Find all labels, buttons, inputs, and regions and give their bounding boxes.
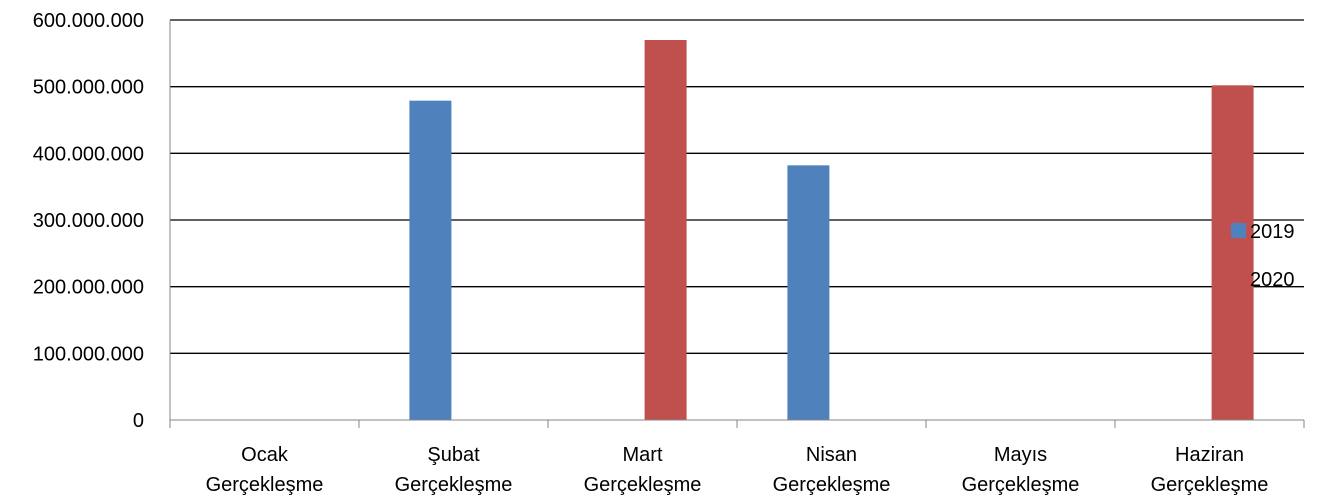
bar-2019 [787,165,830,420]
gridlines [170,19,1304,354]
legend-swatch-2020 [1231,271,1246,286]
legend-label: 2020 [1250,269,1295,291]
legend-label: 2019 [1250,221,1295,243]
bars [409,40,1254,421]
legend: 2019 2020 [1231,221,1295,291]
bar-2020 [644,40,687,420]
bar-2020 [1211,85,1254,420]
y-axis: 0 100.000.000 200.000.000 300.000.000 400.00… [33,10,171,432]
y-tick-label: 400.000.000 [33,143,144,165]
x-tick-label: Şubat Gerçekleşme [395,444,513,496]
y-tick-label: 100.000.000 [33,343,144,365]
y-tick-label: 300.000.000 [33,210,144,232]
y-tick-label: 0 [133,410,144,432]
x-tick-label: Mayıs Gerçekleşme [962,444,1080,496]
y-tick-label: 500.000.000 [33,77,144,99]
bar-2019 [409,100,452,421]
x-tick-label: Ocak Gerçekleşme [206,444,324,496]
legend-swatch-2019 [1231,223,1246,238]
x-tick-label: Nisan Gerçekleşme [773,444,891,496]
y-tick-label: 200.000.000 [33,277,144,299]
y-tick-label: 600.000.000 [33,10,144,32]
x-axis: Ocak Gerçekleşme Şubat Gerçekleşme Mart Gerçe… [169,419,1305,496]
x-tick-label: Haziran Gerçekleşme [1151,444,1269,496]
x-tick-label: Mart Gerçekleşme [584,444,702,496]
